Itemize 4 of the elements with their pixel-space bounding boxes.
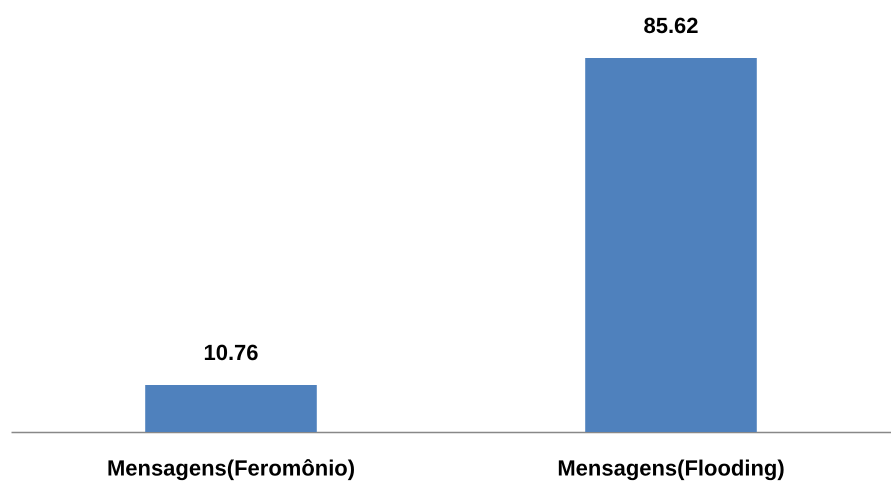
- x-tick-label: Mensagens(Feromônio): [106, 456, 356, 480]
- x-tick-label: Mensagens(Flooding): [557, 456, 785, 480]
- data-label: 10.76: [203, 340, 259, 365]
- data-label: 85.62: [643, 13, 699, 38]
